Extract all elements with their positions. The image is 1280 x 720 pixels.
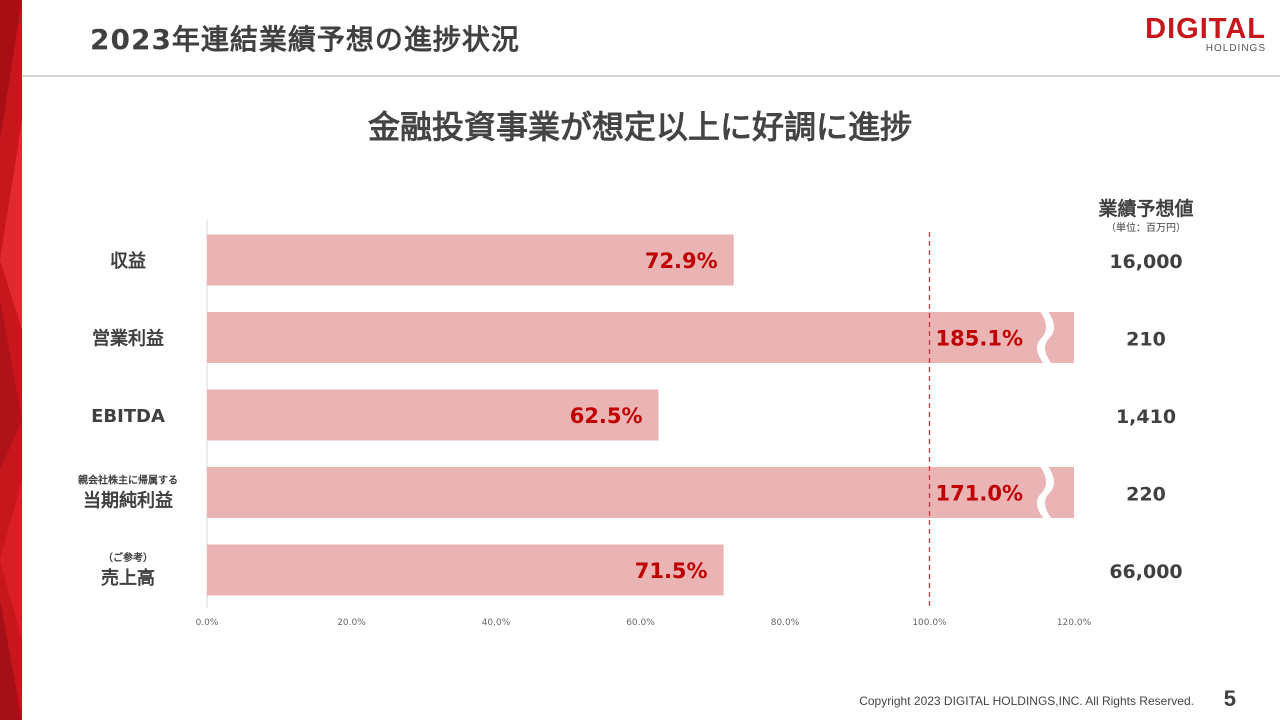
logo-subtitle: HOLDINGS xyxy=(1205,43,1266,54)
forecast-value: 16,000 xyxy=(1109,251,1182,273)
page-number: 5 xyxy=(1223,686,1236,711)
category-label: EBITDA xyxy=(91,406,165,427)
forecast-column-header: 業績予想値 xyxy=(1098,198,1194,220)
axis-break-marker xyxy=(1036,311,1055,364)
slide-title: 2023年連結業績予想の進捗状況 xyxy=(90,23,520,56)
copyright-notice: Copyright 2023 DIGITAL HOLDINGS,INC. All… xyxy=(859,694,1194,708)
company-logo: DIGITAL HOLDINGS xyxy=(1145,14,1266,54)
category-label: 当期純利益 xyxy=(83,490,173,512)
bar-value-label: 171.0% xyxy=(936,482,1023,506)
bar-value-label: 72.9% xyxy=(645,249,718,273)
forecast-value: 66,000 xyxy=(1109,561,1182,583)
category-label: 収益 xyxy=(110,250,146,272)
x-axis-tick-label: 0.0% xyxy=(196,618,219,628)
slide-headline: 金融投資事業が想定以上に好調に進捗 xyxy=(367,108,912,146)
forecast-value: 210 xyxy=(1126,329,1166,351)
bar[interactable] xyxy=(207,234,734,286)
bar[interactable] xyxy=(207,544,724,596)
bar-value-label: 62.5% xyxy=(570,404,643,428)
axis-break-marker xyxy=(1036,466,1055,519)
side-decoration-band xyxy=(0,0,22,720)
forecast-value: 220 xyxy=(1126,484,1166,506)
bar[interactable] xyxy=(207,389,659,441)
forecast-value: 1,410 xyxy=(1116,406,1176,428)
x-axis-tick-label: 120.0% xyxy=(1057,618,1092,628)
bar-value-label: 185.1% xyxy=(936,327,1023,351)
bar[interactable] xyxy=(207,312,1074,363)
category-label: 営業利益 xyxy=(92,328,164,350)
forecast-unit-note: （単位：百万円） xyxy=(1106,223,1186,234)
category-sublabel: （ご参考） xyxy=(103,551,153,564)
category-label: 売上高 xyxy=(101,567,155,589)
logo-wordmark: DIGITAL xyxy=(1145,13,1266,45)
bar-value-label: 71.5% xyxy=(635,559,708,583)
x-axis-tick-label: 40.0% xyxy=(482,618,511,628)
header-divider xyxy=(22,75,1280,77)
x-axis-tick-label: 20.0% xyxy=(337,618,366,628)
x-axis-tick-label: 100.0% xyxy=(912,618,947,628)
x-axis-tick-label: 60.0% xyxy=(626,618,655,628)
x-axis-tick-label: 80.0% xyxy=(771,618,800,628)
category-sublabel: 親会社株主に帰属する xyxy=(78,474,178,487)
